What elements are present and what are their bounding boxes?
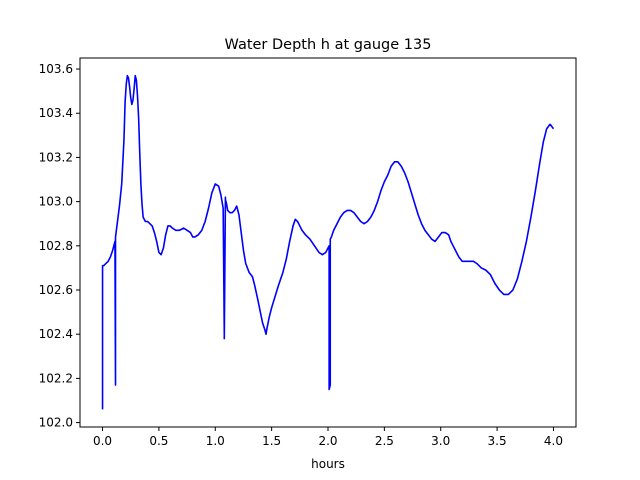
x-tick-label: 4.0 bbox=[544, 434, 563, 448]
y-tick-label: 102.4 bbox=[39, 327, 73, 341]
x-tick-label: 0.0 bbox=[93, 434, 112, 448]
y-tick-label: 102.8 bbox=[39, 239, 73, 253]
y-tick-label: 103.2 bbox=[39, 150, 73, 164]
y-tick-label: 103.0 bbox=[39, 195, 73, 209]
y-tick-label: 103.6 bbox=[39, 62, 73, 76]
y-tick-label: 102.0 bbox=[39, 416, 73, 430]
series-line-0 bbox=[101, 74, 555, 410]
x-axis-label: hours bbox=[311, 457, 345, 471]
x-tick-label: 3.0 bbox=[431, 434, 450, 448]
x-tick-label: 0.5 bbox=[149, 434, 168, 448]
plot-frame bbox=[79, 57, 577, 428]
x-tick-label: 2.0 bbox=[318, 434, 337, 448]
x-tick-label: 2.5 bbox=[375, 434, 394, 448]
x-tick-label: 1.0 bbox=[206, 434, 225, 448]
y-tick-label: 103.4 bbox=[39, 106, 73, 120]
y-tick-label: 102.2 bbox=[39, 371, 73, 385]
x-tick-label: 1.5 bbox=[262, 434, 281, 448]
chart-title: Water Depth h at gauge 135 bbox=[225, 37, 432, 53]
y-tick-label: 102.6 bbox=[39, 283, 73, 297]
x-tick-label: 3.5 bbox=[488, 434, 507, 448]
